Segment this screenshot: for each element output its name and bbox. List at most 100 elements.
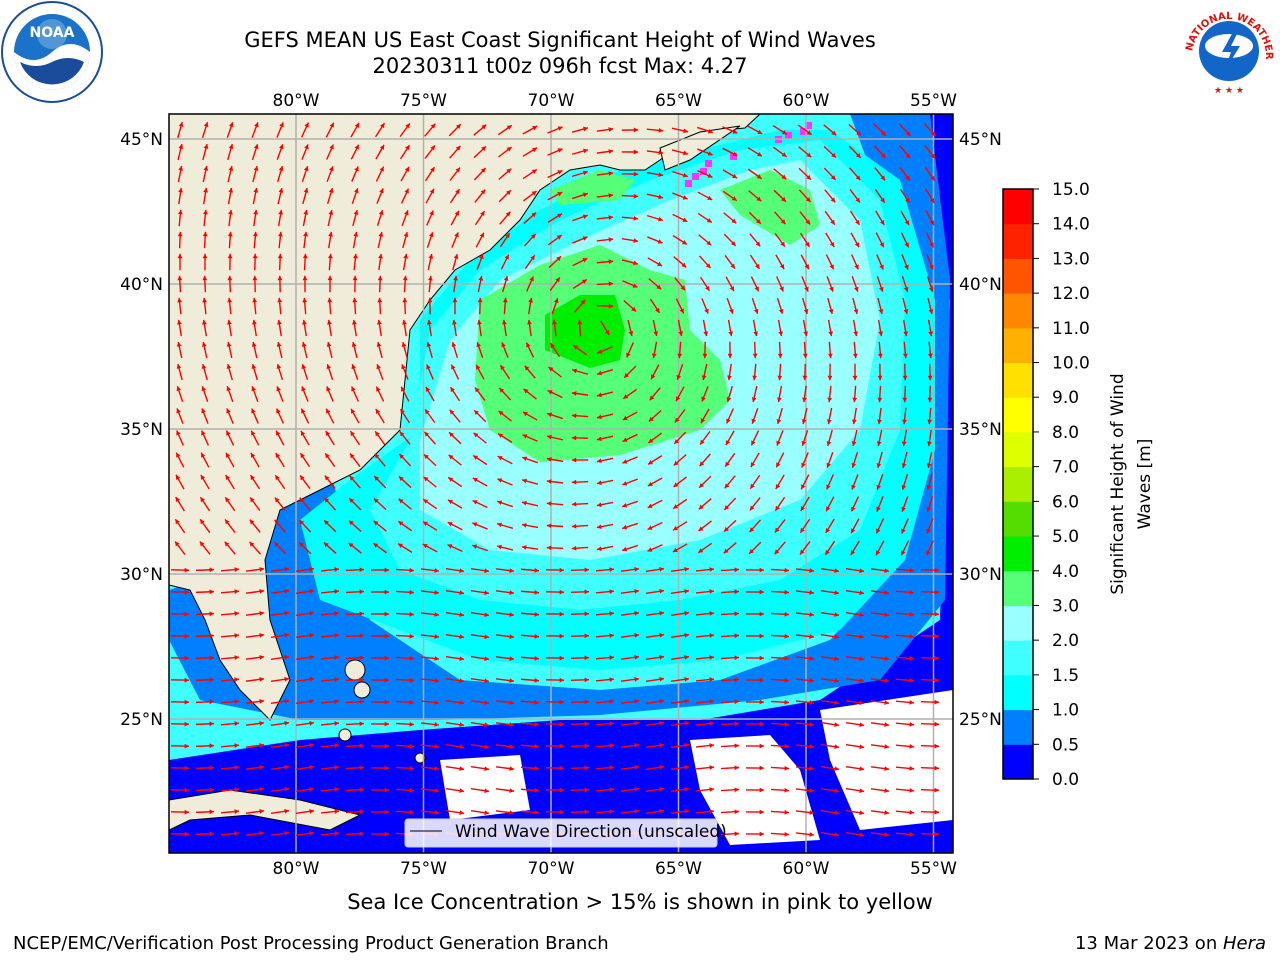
wave-direction-arrowhead	[251, 386, 256, 392]
wave-direction-arrowhead	[855, 197, 860, 203]
wave-direction-arrowhead	[534, 721, 539, 727]
wave-direction-arrowhead	[521, 500, 527, 506]
wave-direction-arrowhead	[225, 475, 231, 481]
colorbar-label-line1: Significant Height of Wind	[1108, 373, 1128, 594]
wave-direction-arrowhead	[404, 210, 409, 216]
wave-direction-arrowhead	[755, 241, 761, 247]
wave-direction-arrowhead	[806, 174, 811, 180]
wave-direction-arrowhead	[675, 396, 681, 402]
wave-direction-arrowhead	[409, 567, 414, 573]
wave-direction-arrowhead	[725, 440, 731, 446]
wave-direction-arrowhead	[571, 523, 577, 529]
wave-direction-arrowhead	[405, 145, 410, 151]
wave-direction-arrowhead	[556, 235, 562, 240]
colorbar-tick-label: 1.5	[1052, 666, 1079, 686]
wave-direction-arrowhead	[779, 286, 784, 292]
wave-direction-arrowhead	[484, 678, 489, 684]
wave-direction-arrowhead	[674, 417, 680, 423]
wave-direction-arrowhead	[784, 809, 789, 815]
wave-direction-arrowhead	[303, 209, 309, 215]
wave-direction-arrowhead	[809, 832, 814, 837]
wave-direction-arrowhead	[608, 149, 614, 154]
wave-direction-arrowhead	[859, 744, 864, 750]
wave-direction-arrowhead	[403, 232, 409, 237]
wave-direction-arrowhead	[531, 169, 537, 174]
wave-direction-arrowhead	[809, 656, 814, 661]
wave-direction-arrowhead	[934, 567, 939, 573]
wave-direction-arrowhead	[301, 342, 307, 347]
wave-direction-arrowhead	[830, 175, 836, 180]
wave-direction-arrowhead	[329, 144, 334, 150]
wave-direction-arrowhead	[609, 809, 614, 814]
wave-direction-arrowhead	[622, 437, 628, 442]
wave-direction-arrowhead	[422, 521, 428, 527]
wave-direction-arrowhead	[409, 677, 414, 683]
wave-direction-arrowhead	[509, 722, 514, 727]
wave-direction-arrowhead	[326, 408, 331, 414]
lat-label-right: 45°N	[959, 130, 1002, 150]
wave-direction-arrowhead	[480, 167, 486, 173]
wave-direction-arrowhead	[801, 462, 806, 468]
wave-direction-arrowhead	[253, 187, 259, 193]
wave-direction-arrowhead	[251, 364, 257, 370]
wave-direction-arrowhead	[451, 342, 457, 348]
wave-direction-arrowhead	[259, 720, 264, 726]
wave-direction-arrowhead	[734, 699, 739, 705]
wave-direction-arrowhead	[909, 700, 914, 705]
wave-direction-arrowhead	[684, 720, 689, 726]
colorbar-tick-label: 14.0	[1052, 215, 1090, 235]
wave-direction-arrowhead	[201, 430, 206, 436]
wave-direction-arrowhead	[259, 610, 264, 616]
north-america-land	[169, 114, 761, 721]
island-3	[338, 728, 352, 742]
wave-direction-arrowhead	[429, 210, 434, 216]
wave-direction-arrowhead	[250, 452, 256, 458]
wave-direction-arrowhead	[276, 364, 282, 370]
wave-direction-arrowhead	[707, 195, 713, 200]
wave-direction-arrowhead	[757, 151, 762, 157]
wave-direction-arrowhead	[903, 286, 909, 292]
wave-direction-arrowhead	[676, 374, 682, 380]
wave-direction-arrowhead	[927, 419, 933, 425]
wave-direction-arrowhead	[430, 123, 436, 129]
wave-direction-arrowhead	[375, 431, 380, 437]
wave-direction-arrowhead	[734, 809, 739, 815]
wave-direction-arrowhead	[682, 172, 688, 178]
wave-direction-arrowhead	[550, 343, 555, 349]
wave-direction-arrowhead	[834, 722, 839, 728]
wave-direction-arrowhead	[752, 375, 758, 381]
chart-title: GEFS MEAN US East Coast Significant Heig…	[244, 28, 876, 52]
wave-direction-arrowhead	[659, 566, 664, 572]
island-4	[414, 752, 426, 764]
wave-direction-arrowhead	[409, 743, 414, 749]
wave-direction-arrowhead	[557, 126, 563, 131]
colorbar-tick-label: 12.0	[1052, 284, 1090, 304]
wave-direction-arrowhead	[348, 520, 354, 526]
wave-direction-arrowhead	[759, 611, 764, 617]
wave-direction-arrowhead	[376, 364, 381, 370]
wave-direction-arrowhead	[725, 461, 730, 467]
wave-direction-arrowhead	[309, 830, 314, 836]
wave-direction-arrowhead	[400, 409, 405, 415]
wave-direction-arrowhead	[459, 766, 464, 772]
wave-direction-arrowhead	[828, 309, 834, 314]
wave-direction-arrowhead	[300, 453, 305, 459]
lon-label-bottom: 60°W	[783, 859, 830, 879]
wave-direction-arrowhead	[253, 209, 258, 215]
wave-direction-arrowhead	[522, 434, 528, 439]
wave-direction-arrowhead	[325, 453, 330, 459]
wave-direction-arrowhead	[809, 612, 814, 617]
wave-direction-arrowhead	[384, 567, 389, 573]
wave-direction-arrowhead	[276, 386, 281, 392]
lon-label-top: 55°W	[910, 91, 957, 111]
wave-direction-arrowhead	[202, 231, 208, 237]
wave-direction-arrowhead	[184, 655, 189, 661]
lon-label-bottom: 70°W	[528, 859, 575, 879]
lat-label-left: 45°N	[120, 130, 163, 150]
wave-direction-arrowhead	[724, 505, 730, 510]
lat-label-left: 30°N	[120, 565, 163, 585]
wave-direction-arrowhead	[884, 788, 889, 793]
wave-direction-arrowhead	[878, 286, 884, 292]
wave-direction-arrowhead	[252, 319, 257, 325]
wave-direction-arrowhead	[926, 528, 931, 534]
